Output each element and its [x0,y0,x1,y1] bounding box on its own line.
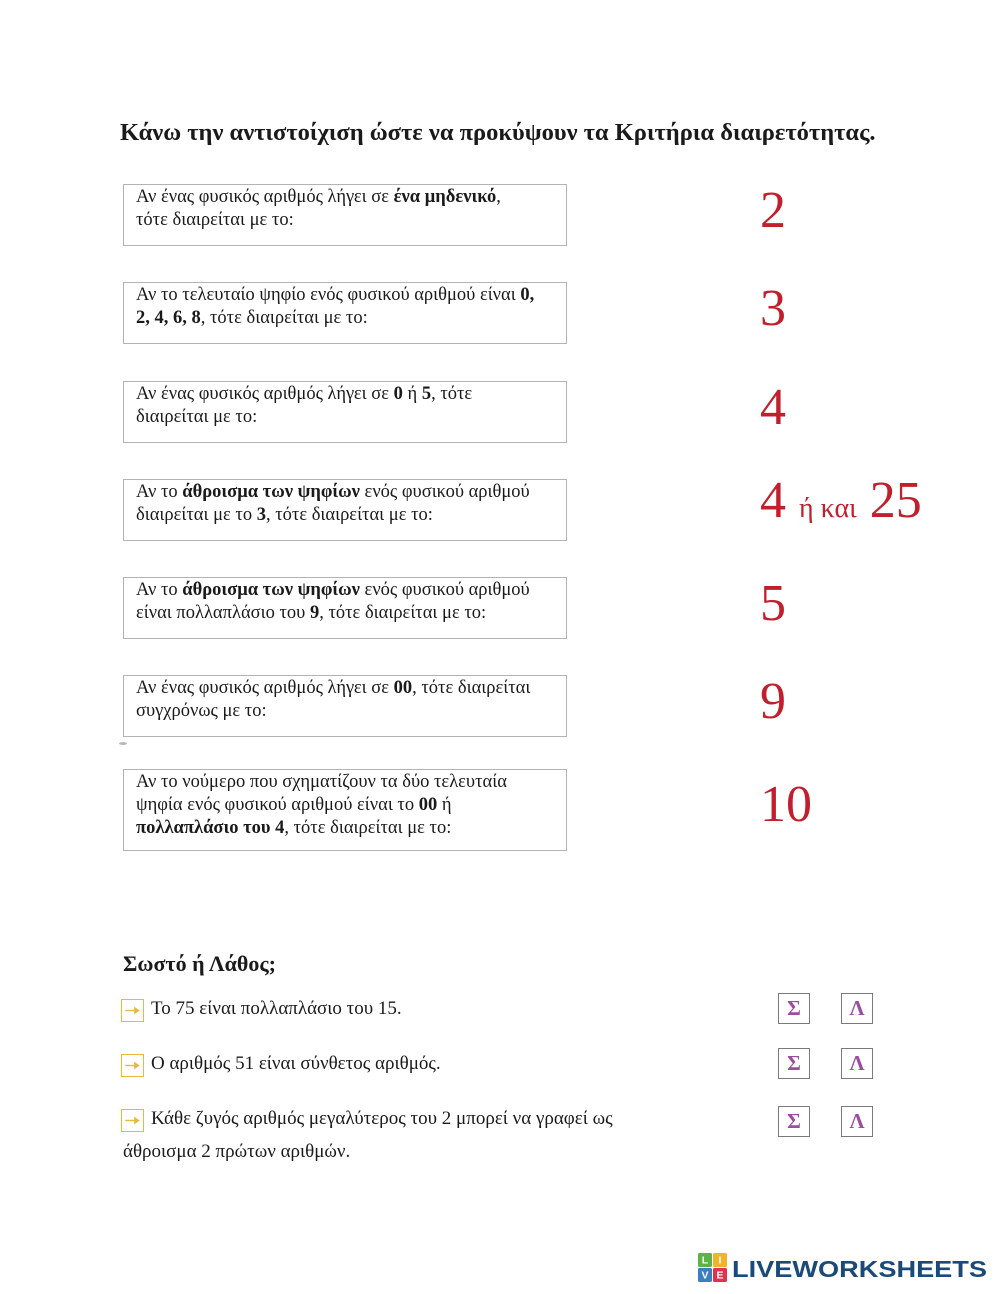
svg-text:I: I [719,1255,722,1267]
svg-text:E: E [716,1270,723,1282]
svg-text:L: L [702,1255,709,1267]
svg-text:V: V [701,1270,708,1282]
svg-text:LIVEWORKSHEETS: LIVEWORKSHEETS [732,1256,987,1282]
